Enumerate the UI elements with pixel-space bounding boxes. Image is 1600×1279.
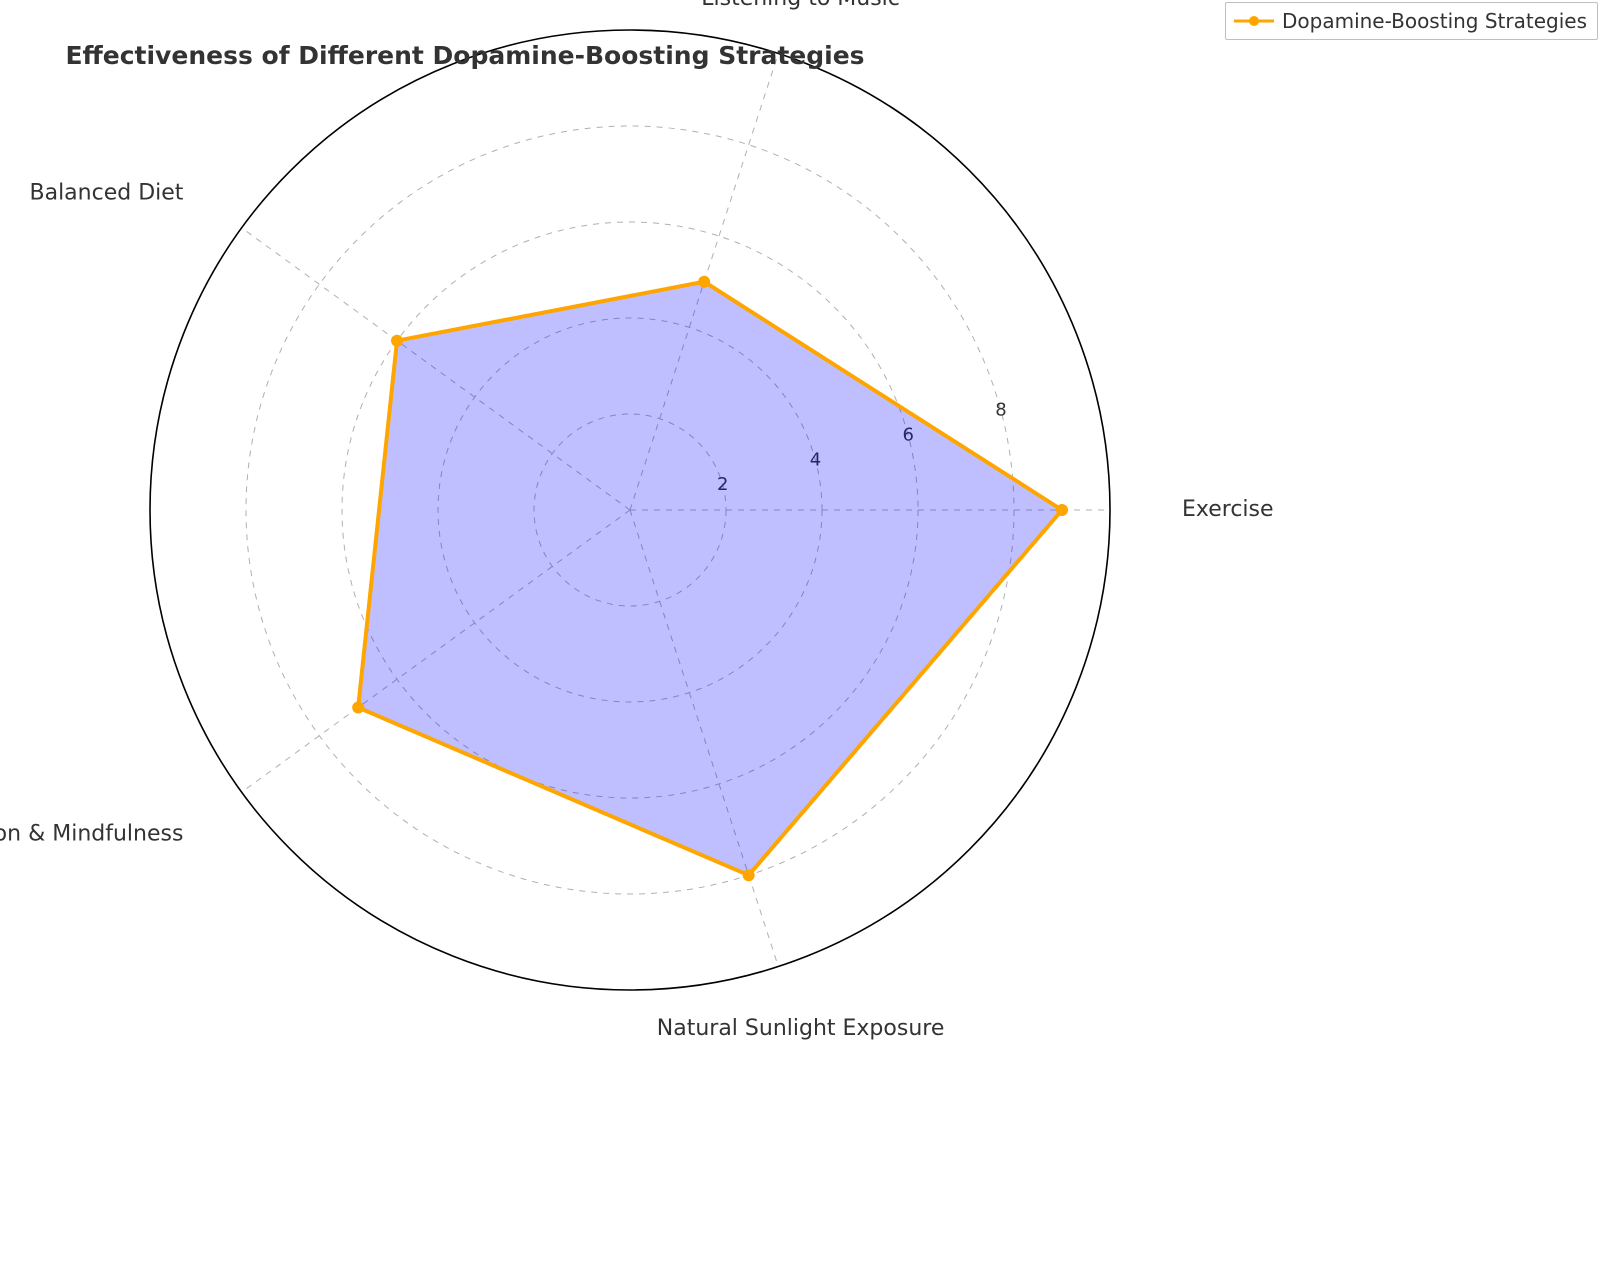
- axis-label: Exercise: [1182, 497, 1274, 522]
- axis-label: Meditation & Mindfulness: [0, 821, 183, 846]
- chart-container: Dopamine-Boosting Strategies 2468Exercis…: [0, 0, 1600, 1279]
- legend-marker-icon: [1249, 16, 1259, 26]
- chart-title: Effectiveness of Different Dopamine-Boos…: [65, 41, 864, 70]
- radar-chart: 2468ExerciseNatural Sunlight ExposureMed…: [0, 0, 1600, 1279]
- axis-label: Natural Sunlight Exposure: [657, 1016, 945, 1041]
- axis-label: Listening to Music: [701, 0, 900, 11]
- series-marker: [743, 869, 755, 881]
- axis-label: Balanced Diet: [30, 181, 184, 206]
- r-tick-label: 8: [995, 400, 1006, 421]
- series-marker: [391, 335, 403, 347]
- series-marker: [698, 276, 710, 288]
- series-marker: [352, 701, 364, 713]
- legend-label: Dopamine-Boosting Strategies: [1282, 9, 1587, 33]
- legend-swatch: [1234, 11, 1274, 31]
- series-marker: [1056, 504, 1068, 516]
- legend: Dopamine-Boosting Strategies: [1225, 2, 1598, 40]
- series-fill: [358, 282, 1062, 875]
